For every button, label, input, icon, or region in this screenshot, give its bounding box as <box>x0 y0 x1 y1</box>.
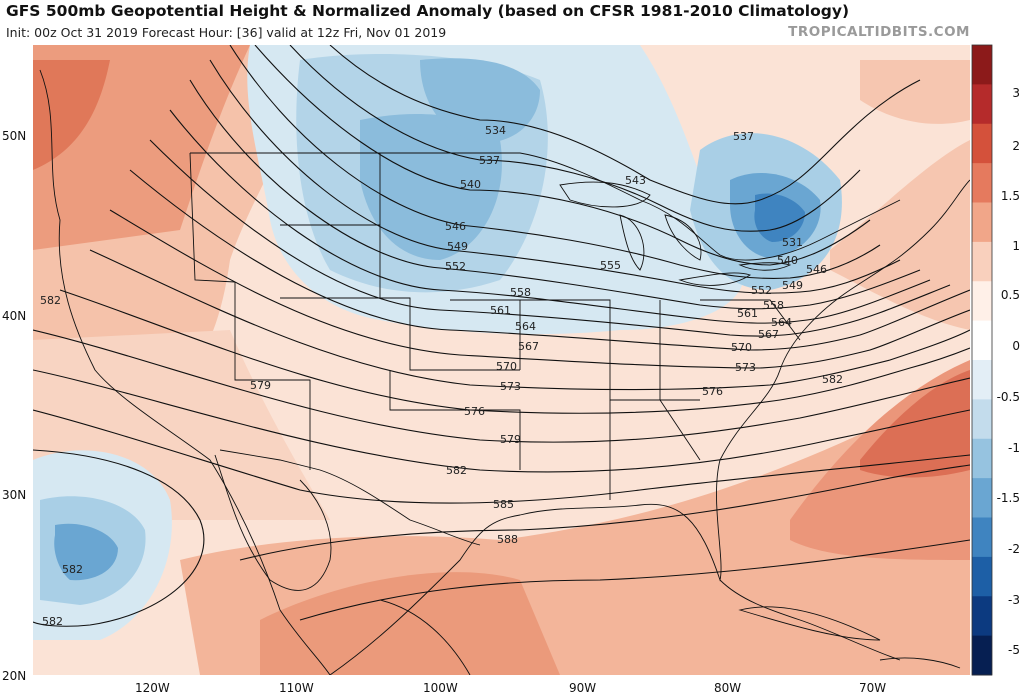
colorbar-label: -1.5 <box>997 491 1020 505</box>
colorbar-swatch <box>972 202 992 243</box>
contour-label: 582 <box>40 294 61 307</box>
colorbar-swatch <box>972 478 992 518</box>
lon-label: 70W <box>859 681 886 695</box>
contour-label: 564 <box>515 320 536 333</box>
colorbar-swatch <box>972 438 992 479</box>
colorbar-swatch <box>972 163 992 203</box>
colorbar-label: -3 <box>1008 593 1020 607</box>
colorbar: 3 2 1.5 1 0.5 0 -0.5 -1 -1.5 -2 -3 -5 <box>971 44 1020 676</box>
colorbar-label: -0.5 <box>997 390 1020 404</box>
colorbar-label: -1 <box>1008 441 1020 455</box>
contour-label: 582 <box>446 464 467 477</box>
chart-subtitle: Init: 00z Oct 31 2019 Forecast Hour: [36… <box>6 25 447 40</box>
colorbar-label: 0 <box>1012 339 1020 353</box>
lat-label: 50N <box>2 129 26 143</box>
contour-label: 546 <box>806 263 827 276</box>
contour-label: 582 <box>62 563 83 576</box>
contour-label: 543 <box>625 174 646 187</box>
contour-label: 540 <box>460 178 481 191</box>
colorbar-swatch <box>972 241 992 282</box>
colorbar-label: 1 <box>1012 239 1020 253</box>
lat-label: 40N <box>2 309 26 323</box>
contour-label: 573 <box>500 380 521 393</box>
colorbar-swatch <box>972 596 992 637</box>
longitude-labels: 120W 110W 100W 90W 80W 70W <box>135 681 886 695</box>
contour-label: 552 <box>751 284 772 297</box>
colorbar-label: 3 <box>1012 86 1020 100</box>
contour-label: 537 <box>479 154 500 167</box>
lon-label: 100W <box>423 681 458 695</box>
colorbar-swatch <box>972 281 992 322</box>
colorbar-swatch <box>972 360 992 400</box>
contour-label: 531 <box>782 236 803 249</box>
brand-watermark: TROPICALTIDBITS.COM <box>788 24 970 40</box>
contour-label: 585 <box>493 498 514 511</box>
contour-label: 570 <box>496 360 517 373</box>
colorbar-swatch <box>972 123 992 164</box>
latitude-labels: 50N 40N 30N 20N <box>2 129 26 683</box>
contour-label: 576 <box>702 385 723 398</box>
contour-label: 540 <box>777 254 798 267</box>
colorbar-swatch <box>972 45 992 85</box>
colorbar-swatch <box>972 320 992 361</box>
contour-label: 573 <box>735 361 756 374</box>
colorbar-frame <box>971 44 993 676</box>
contour-label: 561 <box>737 307 758 320</box>
colorbar-label: -2 <box>1008 542 1020 556</box>
colorbar-label: -5 <box>1008 643 1020 657</box>
contour-label: 561 <box>490 304 511 317</box>
coastlines <box>39 69 970 675</box>
contour-label: 582 <box>822 373 843 386</box>
contour-label: 555 <box>600 259 621 272</box>
colorbar-label: 0.5 <box>1001 288 1020 302</box>
contour-label: 567 <box>518 340 539 353</box>
colorbar-label: 1.5 <box>1001 189 1020 203</box>
contour-labels: 534 537 540 543 546 549 552 555 558 561 … <box>40 124 843 576</box>
colorbar-swatch <box>972 517 992 558</box>
colorbar-swatch <box>972 635 992 676</box>
contour-label: 546 <box>445 220 466 233</box>
contour-label: 552 <box>445 260 466 273</box>
contour-label: 564 <box>771 316 792 329</box>
colorbar-swatch <box>972 84 992 125</box>
lat-label: 30N <box>2 488 26 502</box>
lon-label: 90W <box>569 681 596 695</box>
contour-label: 549 <box>447 240 468 253</box>
lon-label: 120W <box>135 681 170 695</box>
contour-label: 579 <box>500 433 521 446</box>
lon-label: 80W <box>714 681 741 695</box>
contour-label: 576 <box>464 405 485 418</box>
contour-label: 567 <box>758 328 779 341</box>
lon-label: 110W <box>279 681 314 695</box>
colorbar-label: 2 <box>1012 139 1020 153</box>
lat-label: 20N <box>2 669 26 683</box>
contour-label: 534 <box>485 124 506 137</box>
contour-label: 549 <box>782 279 803 292</box>
chart-title: GFS 500mb Geopotential Height & Normaliz… <box>6 2 850 20</box>
contour-label: 558 <box>763 299 784 312</box>
height-contours <box>33 45 970 627</box>
contour-label: 558 <box>510 286 531 299</box>
colorbar-swatch <box>972 399 992 440</box>
contour-label: 570 <box>731 341 752 354</box>
contour-label: 588 <box>497 533 518 546</box>
contour-label: 537 <box>733 130 754 143</box>
contour-label: 582 <box>42 615 63 628</box>
contour-label: 579 <box>250 379 271 392</box>
colorbar-swatch <box>972 556 992 597</box>
